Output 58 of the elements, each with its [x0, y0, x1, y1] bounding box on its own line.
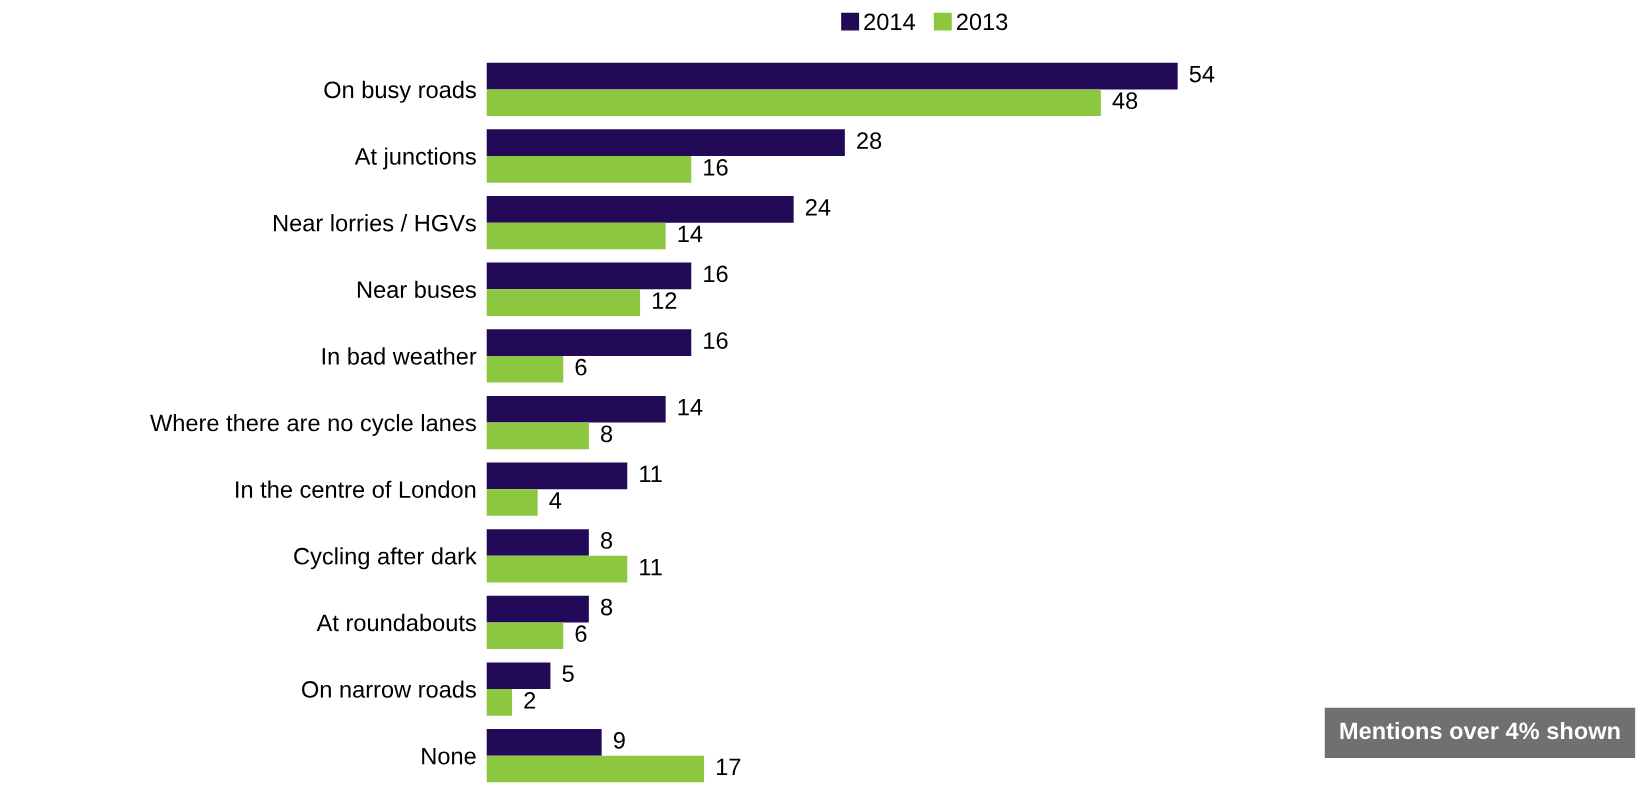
bar: [486, 622, 564, 650]
y-tick-label: At junctions: [354, 147, 476, 170]
data-label: 16: [704, 332, 728, 349]
bar: [486, 262, 692, 290]
legend-label: 2013: [956, 13, 1008, 31]
data-label: 4: [549, 492, 562, 509]
bar: [486, 289, 641, 316]
bar: [486, 129, 845, 157]
y-tick-label: Where there are no cycle lanes: [150, 413, 476, 436]
data-label: 9: [613, 731, 625, 749]
data-label: 6: [575, 625, 587, 643]
y-tick-label: At roundabouts: [316, 613, 476, 632]
y-tick-label: In bad weather: [322, 347, 477, 365]
y-tick-label: On busy roads: [324, 80, 476, 103]
data-label: 12: [652, 292, 677, 309]
bar: [486, 422, 589, 450]
bar: [486, 329, 692, 356]
data-label: 8: [600, 532, 613, 549]
bar: [486, 755, 705, 783]
y-tick-label: Near buses: [357, 280, 476, 299]
data-label: 48: [1112, 92, 1138, 110]
data-label: 17: [716, 758, 741, 776]
data-label: 24: [805, 198, 831, 216]
bar: [486, 662, 551, 690]
data-label: 54: [1189, 65, 1215, 83]
data-label: 11: [640, 558, 662, 576]
data-label: 16: [704, 265, 728, 283]
data-label: 11: [640, 465, 662, 482]
data-label: 8: [600, 598, 613, 616]
text: Mentions over 4% shown: [1340, 721, 1620, 740]
bar: [486, 689, 513, 716]
y-tick-label: On narrow roads: [302, 680, 476, 698]
y-tick-label: Cycling after dark: [294, 547, 477, 570]
data-label: 5: [562, 665, 574, 683]
bar: [486, 489, 538, 516]
data-label: 2: [524, 691, 536, 709]
data-label: 28: [857, 132, 882, 150]
bar: [486, 729, 602, 756]
data-label: 6: [575, 358, 587, 376]
data-label: 8: [600, 425, 613, 443]
bar: [486, 395, 666, 423]
bar: [486, 355, 564, 383]
bar: [486, 529, 589, 556]
bar: [486, 195, 794, 223]
y-tick-label: In the centre of London: [236, 480, 476, 498]
bar: [486, 595, 589, 623]
y-tick-label: None: [422, 747, 476, 765]
data-label: 14: [678, 399, 703, 416]
legend-label: 2014: [864, 13, 915, 31]
bar: [486, 222, 666, 250]
bar: [486, 62, 1178, 90]
data-label: 14: [678, 225, 703, 243]
y-tick-label: Near lorries / HGVs: [274, 214, 476, 232]
bar: [486, 462, 628, 490]
bar: [486, 89, 1101, 117]
data-label: 16: [704, 158, 728, 176]
bar: [486, 555, 628, 583]
bar: [486, 156, 692, 183]
